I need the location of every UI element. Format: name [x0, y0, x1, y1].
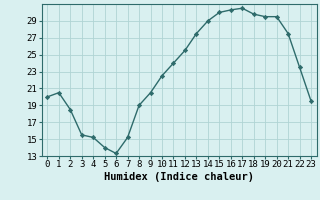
X-axis label: Humidex (Indice chaleur): Humidex (Indice chaleur) — [104, 172, 254, 182]
